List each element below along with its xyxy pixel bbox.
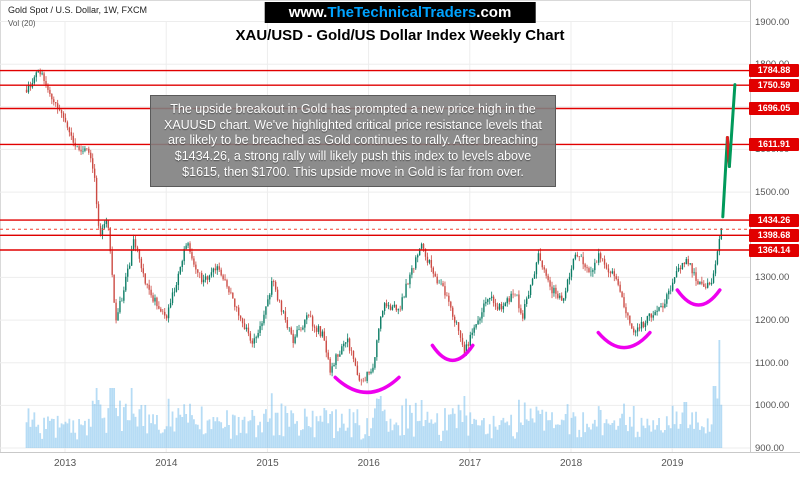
price-tick-label: 900.00 [755, 443, 785, 454]
site-link-brand: TheTechnicalTraders [327, 4, 477, 21]
price-tick-label: 1300.00 [755, 272, 790, 284]
candlesticks [25, 68, 723, 386]
price-level-badge: 1784.88 [749, 64, 799, 78]
price-level-badge: 1398.68 [749, 228, 799, 242]
price-level-badge: 1364.14 [749, 243, 799, 257]
site-link-prefix: www. [288, 4, 328, 21]
price-tick-label: 1200.00 [755, 315, 790, 327]
volume-bars [25, 340, 723, 448]
time-tick-label: 2016 [357, 458, 380, 469]
time-axis[interactable]: 2013 2014 2015 2016 2017 2018 2019 [0, 452, 800, 478]
price-tick-label: 1000.00 [755, 400, 790, 412]
gridlines [0, 21, 750, 452]
price-tick-label: 1100.00 [755, 357, 789, 369]
time-tick-label: 2015 [256, 458, 279, 469]
projection-arrow [721, 83, 737, 219]
symbol-legend: Gold Spot / U.S. Dollar, 1W, FXCM Vol (2… [8, 5, 147, 28]
annotation-box: The upside breakout in Gold has prompted… [150, 95, 556, 188]
price-tick-label: 1500.00 [755, 187, 790, 199]
volume-indicator-label: Vol (20) [8, 19, 36, 28]
time-tick-label: 2013 [54, 458, 77, 469]
price-level-badge: 1750.59 [749, 78, 799, 92]
price-level-badge: 1434.26 [749, 213, 799, 227]
site-link-suffix: .com [476, 4, 512, 21]
time-tick-label: 2014 [155, 458, 178, 469]
chart-title: XAU/USD - Gold/US Dollar Index Weekly Ch… [235, 27, 565, 44]
site-link[interactable]: www.TheTechnicalTraders.com [264, 2, 536, 23]
price-tick-label: 1900.00 [755, 16, 790, 28]
time-tick-label: 2019 [661, 458, 684, 469]
support-arcs [333, 288, 722, 394]
symbol-label: Gold Spot / U.S. Dollar, 1W, FXCM [8, 5, 148, 15]
price-level-badge: 1696.05 [749, 101, 799, 115]
price-level-badge: 1611.91 [749, 137, 799, 151]
time-tick-label: 2017 [458, 458, 482, 469]
time-tick-label: 2018 [560, 458, 583, 469]
